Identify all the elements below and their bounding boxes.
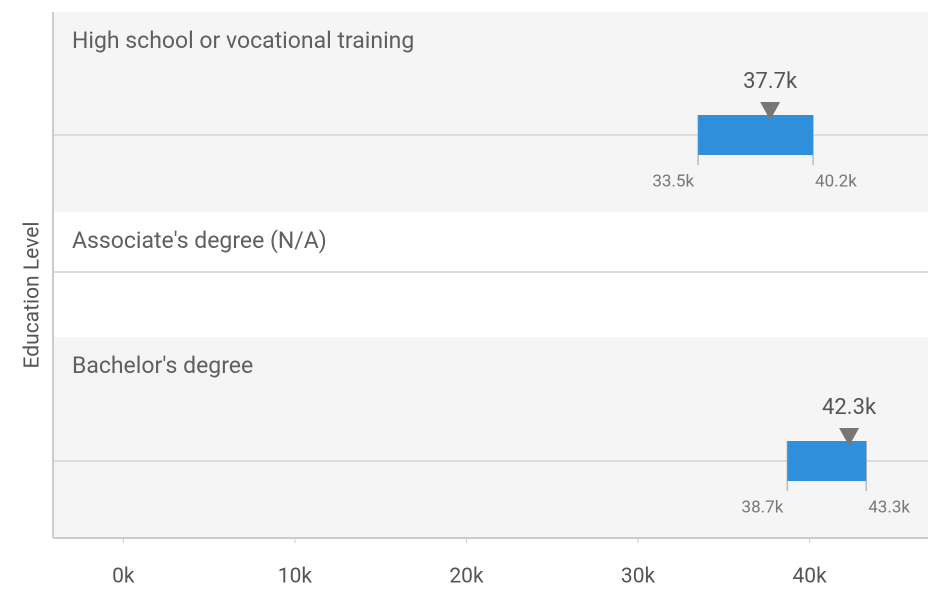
x-tick-label: 20k — [449, 565, 484, 589]
median-label: 37.7k — [743, 69, 798, 94]
category-label: Bachelor's degree — [72, 352, 253, 379]
median-marker — [760, 102, 781, 120]
range-bar — [698, 115, 814, 155]
row-band — [53, 337, 928, 538]
range-bar — [787, 441, 867, 481]
row-band — [53, 212, 928, 337]
x-tick-label: 30k — [621, 565, 656, 589]
median-label: 42.3k — [822, 395, 877, 420]
row-band — [53, 12, 928, 212]
category-label: Associate's degree (N/A) — [72, 227, 327, 254]
category-label: High school or vocational training — [72, 27, 414, 54]
x-tick-label: 10k — [278, 565, 313, 589]
low-label: 38.7k — [742, 497, 784, 517]
high-label: 40.2k — [815, 171, 857, 191]
y-axis-label: Education Level — [21, 222, 45, 369]
low-label: 33.5k — [652, 171, 694, 191]
x-tick-label: 0k — [112, 565, 135, 589]
median-marker — [839, 428, 860, 446]
high-label: 43.3k — [868, 497, 910, 517]
x-tick-label: 40k — [792, 565, 827, 589]
